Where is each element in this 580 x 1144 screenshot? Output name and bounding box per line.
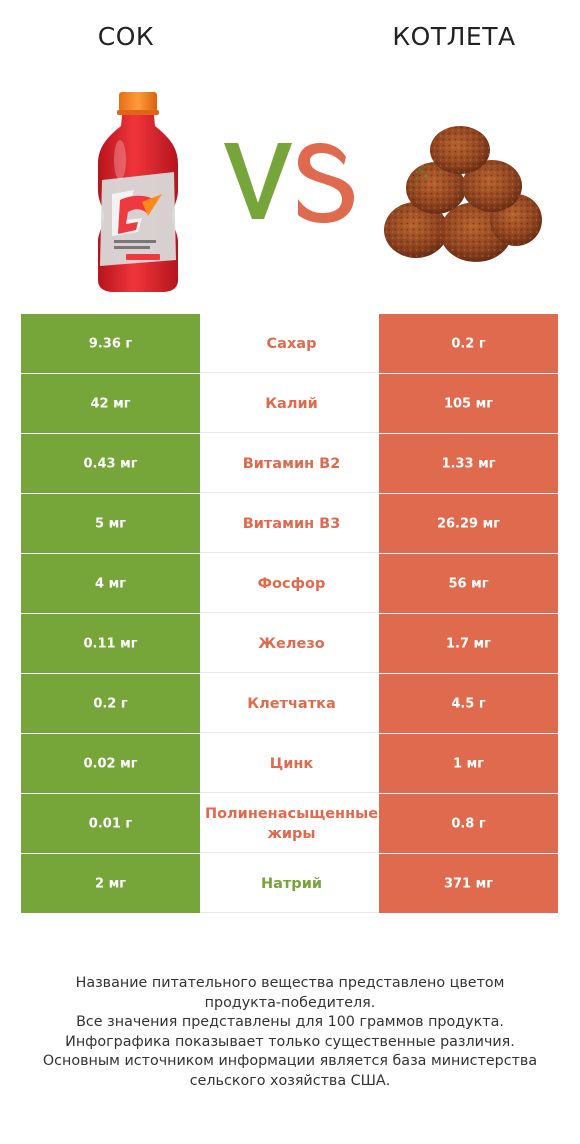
right-value: 0.8 г bbox=[451, 816, 486, 831]
nutrient-cell: Сахар bbox=[200, 314, 379, 373]
table-row: 0.01 г Полиненасыщенные жиры 0.8 г bbox=[21, 794, 558, 853]
table-row: 9.36 г Сахар 0.2 г bbox=[21, 314, 558, 373]
right-value: 1.7 мг bbox=[446, 636, 491, 651]
right-value-cell: 371 мг bbox=[379, 854, 558, 913]
table-row: 0.11 мг Железо 1.7 мг bbox=[21, 614, 558, 673]
table-row: 0.43 мг Витамин B2 1.33 мг bbox=[21, 434, 558, 493]
right-value: 56 мг bbox=[448, 576, 489, 591]
right-value-cell: 4.5 г bbox=[379, 674, 558, 733]
nutrient-cell: Железо bbox=[200, 614, 379, 673]
left-value-cell: 0.02 мг bbox=[21, 734, 200, 793]
left-value-cell: 2 мг bbox=[21, 854, 200, 913]
left-value-cell: 0.43 мг bbox=[21, 434, 200, 493]
footnote-line: Основным источником информации является … bbox=[42, 1053, 538, 1069]
nutrient-name: Витамин B3 bbox=[242, 515, 341, 532]
left-value-cell: 4 мг bbox=[21, 554, 200, 613]
nutrient-cell: Витамин B3 bbox=[200, 494, 379, 553]
juice-bottle-image bbox=[98, 92, 178, 292]
left-value: 42 мг bbox=[90, 396, 131, 411]
row-divider bbox=[200, 552, 379, 553]
nutrient-name: Натрий bbox=[260, 875, 323, 892]
nutrient-name: Витамин B2 bbox=[242, 455, 341, 472]
nutrient-cell: Цинк bbox=[200, 734, 379, 793]
left-value-cell: 0.11 мг bbox=[21, 614, 200, 673]
cutlet-image bbox=[384, 126, 542, 262]
footnote-line: Все значения представлены для 100 граммо… bbox=[76, 1014, 504, 1030]
row-divider bbox=[200, 492, 379, 493]
left-value-cell: 0.2 г bbox=[21, 674, 200, 733]
left-value: 0.01 г bbox=[88, 816, 133, 831]
row-divider bbox=[200, 672, 379, 673]
left-value: 0.02 мг bbox=[83, 756, 138, 771]
right-value: 26.29 мг bbox=[436, 516, 501, 531]
nutrient-name: Фосфор bbox=[257, 575, 326, 592]
right-value: 1.33 мг bbox=[441, 456, 496, 471]
right-value: 105 мг bbox=[443, 396, 494, 411]
row-divider bbox=[200, 432, 379, 433]
right-value-cell: 56 мг bbox=[379, 554, 558, 613]
nutrient-name: Цинк bbox=[269, 755, 314, 772]
right-value-cell: 0.8 г bbox=[379, 794, 558, 853]
row-divider bbox=[200, 852, 379, 853]
right-value-cell: 1.7 мг bbox=[379, 614, 558, 673]
comparison-table: 9.36 г Сахар 0.2 г 42 мг Калий 105 мг 0.43 мг В… bbox=[21, 314, 558, 914]
nutrient-cell: Витамин B2 bbox=[200, 434, 379, 493]
row-divider bbox=[200, 612, 379, 613]
right-value: 4.5 г bbox=[451, 696, 486, 711]
nutrient-cell: Клетчатка bbox=[200, 674, 379, 733]
nutrient-name: Сахар bbox=[266, 335, 317, 352]
nutrient-name: Клетчатка bbox=[247, 695, 336, 712]
right-value-cell: 1 мг bbox=[379, 734, 558, 793]
row-divider bbox=[200, 372, 379, 373]
left-value: 4 мг bbox=[95, 576, 126, 591]
row-divider bbox=[200, 792, 379, 793]
vs-emblem bbox=[224, 143, 354, 223]
left-value-cell: 5 мг bbox=[21, 494, 200, 553]
table-row: 5 мг Витамин B3 26.29 мг bbox=[21, 494, 558, 553]
left-value: 0.11 мг bbox=[83, 636, 138, 651]
footnote-line: Инфографика показывает только существенн… bbox=[65, 1033, 515, 1050]
table-row: 0.2 г Клетчатка 4.5 г bbox=[21, 674, 558, 733]
left-value-cell: 0.01 г bbox=[21, 794, 200, 853]
left-value: 0.43 мг bbox=[83, 456, 138, 471]
right-value-cell: 26.29 мг bbox=[379, 494, 558, 553]
right-value-cell: 1.33 мг bbox=[379, 434, 558, 493]
right-value: 371 мг bbox=[443, 876, 494, 891]
table-row: 42 мг Калий 105 мг bbox=[21, 374, 558, 433]
nutrient-cell: Калий bbox=[200, 374, 379, 433]
table-row: 2 мг Натрий 371 мг bbox=[21, 854, 558, 913]
nutrient-cell: Полиненасыщенные жиры bbox=[200, 794, 379, 853]
left-value-cell: 9.36 г bbox=[21, 314, 200, 373]
footnote-line: продукта-победителя. bbox=[204, 994, 376, 1011]
footnote: Название питательного вещества представл… bbox=[20, 974, 560, 1091]
row-divider bbox=[200, 732, 379, 733]
nutrient-name: Железо bbox=[258, 635, 325, 652]
left-value-cell: 42 мг bbox=[21, 374, 200, 433]
left-value: 2 мг bbox=[95, 876, 126, 891]
footnote-line: Название питательного вещества представл… bbox=[75, 975, 505, 991]
left-value: 5 мг bbox=[95, 516, 126, 531]
footnote-line: сельского хозяйства США. bbox=[189, 1072, 391, 1089]
table-row: 0.02 мг Цинк 1 мг bbox=[21, 734, 558, 793]
right-value-cell: 105 мг bbox=[379, 374, 558, 433]
left-product-title: сок bbox=[97, 22, 155, 51]
right-value: 0.2 г bbox=[451, 336, 486, 351]
nutrient-cell: Натрий bbox=[200, 854, 379, 913]
right-product-title: котлета bbox=[392, 22, 516, 51]
left-value: 9.36 г bbox=[88, 336, 133, 351]
right-value: 1 мг bbox=[453, 756, 484, 771]
right-value-cell: 0.2 г bbox=[379, 314, 558, 373]
table-row: 4 мг Фосфор 56 мг bbox=[21, 554, 558, 613]
nutrient-name: Полиненасыщенные жиры bbox=[204, 805, 379, 842]
nutrient-cell: Фосфор bbox=[200, 554, 379, 613]
row-divider bbox=[200, 912, 379, 913]
nutrient-name: Калий bbox=[265, 395, 318, 412]
left-value: 0.2 г bbox=[93, 696, 128, 711]
